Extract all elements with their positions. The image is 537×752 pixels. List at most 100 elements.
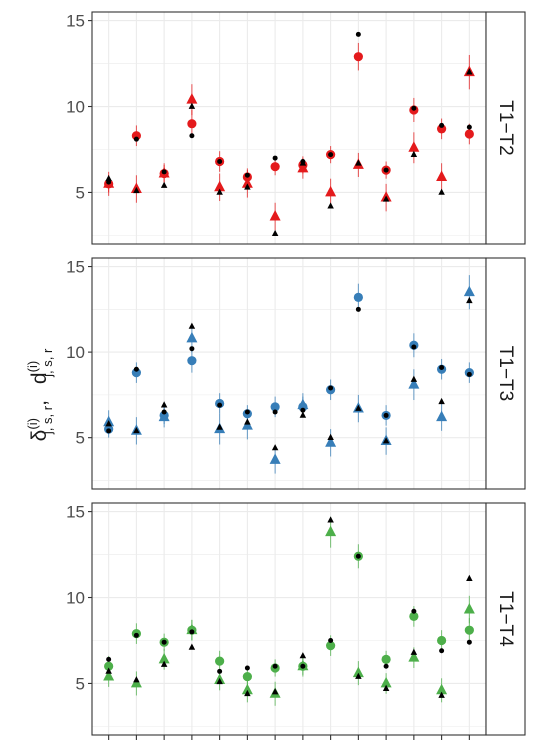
black-circle-point — [383, 167, 389, 173]
black-triangle-point — [216, 188, 223, 195]
colored-circle-point — [437, 124, 447, 134]
panel-background — [92, 12, 486, 244]
y-label-delta: δ — [28, 430, 51, 442]
black-triangle-point — [382, 684, 390, 691]
colored-triangle-point — [186, 331, 198, 343]
black-triangle-point — [382, 195, 390, 202]
black-circle-point — [411, 608, 417, 614]
colored-triangle-point — [436, 170, 448, 181]
colored-circle-point — [437, 635, 447, 646]
points — [103, 31, 475, 237]
facet-strip: T1−T2 — [485, 11, 526, 245]
black-circle-point — [244, 409, 250, 415]
colored-circle-point — [131, 368, 141, 378]
black-triangle-point — [438, 397, 445, 405]
black-circle-point — [217, 402, 223, 408]
black-circle-point — [355, 553, 361, 559]
black-circle-point — [189, 133, 195, 139]
colored-triangle-point — [436, 683, 448, 695]
black-circle-point — [355, 306, 361, 312]
facet-strip-label: T1−T3 — [495, 346, 516, 401]
black-triangle-point — [188, 102, 196, 109]
black-triangle-point — [160, 181, 168, 188]
black-triangle-point — [410, 648, 418, 655]
colored-circle-point — [464, 625, 474, 635]
colored-triangle-point — [463, 603, 475, 614]
black-circle-point — [272, 663, 278, 669]
colored-circle-point — [242, 671, 252, 682]
black-circle-point — [439, 122, 445, 128]
black-circle-point — [217, 668, 223, 674]
black-circle-point — [466, 371, 472, 377]
black-circle-point — [383, 412, 389, 418]
black-circle-point — [133, 366, 139, 372]
black-circle-point — [244, 172, 250, 178]
black-triangle-point — [327, 516, 334, 523]
colored-triangle-point — [325, 185, 337, 197]
black-triangle-point — [410, 375, 418, 382]
black-circle-point — [300, 407, 306, 413]
y-axis: 5 10 15 — [66, 12, 92, 202]
black-triangle-point — [299, 159, 307, 166]
black-triangle-point — [438, 188, 445, 195]
y-label-delta-sup: (i) — [25, 418, 40, 430]
black-circle-point — [328, 152, 334, 158]
black-circle-point — [244, 665, 250, 671]
colored-circle-point — [215, 656, 225, 666]
colored-triangle-point — [408, 141, 420, 152]
y-axis-label: δ(i)j, s, r,d(i)j, s, r — [25, 348, 55, 441]
colored-circle-point — [187, 119, 197, 129]
black-circle-point — [161, 409, 167, 415]
colored-circle-point — [353, 52, 363, 62]
points — [103, 516, 475, 698]
y-label-delta-sub: j, s, r — [40, 405, 55, 435]
black-triangle-point — [105, 174, 112, 182]
y-axis: 5 10 15 — [66, 503, 92, 693]
y-tick-label: 5 — [76, 183, 85, 202]
black-triangle-point — [105, 667, 112, 674]
colored-triangle-point — [103, 670, 115, 681]
points — [103, 285, 475, 464]
black-triangle-point — [244, 418, 251, 425]
colored-triangle-point — [214, 180, 226, 192]
svg-text:δ(i)j, s, r,d(i)j, s, r: δ(i)j, s, r,d(i)j, s, r — [25, 348, 55, 441]
black-circle-point — [217, 159, 223, 165]
black-circle-point — [189, 346, 195, 352]
black-triangle-point — [133, 186, 140, 194]
black-circle-point — [466, 639, 472, 645]
y-label-d-sub: j, s, r — [40, 348, 55, 378]
colored-triangle-point — [269, 209, 281, 221]
x-axis — [108, 735, 470, 740]
panel-background — [92, 258, 486, 489]
colored-circle-point — [326, 641, 336, 651]
colored-triangle-point — [408, 651, 420, 662]
black-circle-point — [106, 428, 112, 434]
facet-strip: T1−T3 — [485, 257, 526, 490]
black-circle-point — [383, 663, 389, 669]
black-triangle-point — [244, 689, 251, 697]
colored-triangle-point — [186, 93, 198, 104]
black-circle-point — [161, 639, 167, 645]
black-triangle-point — [216, 677, 223, 685]
colored-triangle-point — [241, 683, 253, 695]
black-circle-point — [411, 105, 417, 111]
colored-triangle-point — [297, 398, 309, 410]
facet-panels: 5 10 15 T1−T2 5 10 15 T1−T3 5 10 15 T1−T4 — [66, 11, 526, 736]
black-triangle-point — [299, 411, 307, 418]
black-triangle-point — [355, 404, 362, 411]
black-triangle-point — [271, 229, 279, 237]
colored-circle-point — [353, 292, 363, 302]
colored-circle-point — [270, 162, 280, 172]
black-triangle-point — [382, 437, 390, 444]
colored-circle-point — [381, 654, 391, 664]
black-circle-point — [411, 344, 417, 350]
facet-strip-label: T1−T2 — [495, 100, 516, 155]
black-triangle-point — [327, 202, 334, 209]
y-tick-label: 10 — [66, 589, 85, 608]
black-triangle-point — [188, 643, 196, 650]
black-circle-point — [439, 648, 445, 654]
y-tick-label: 5 — [76, 674, 85, 693]
panel-2: 5 10 15 T1−T3 — [66, 257, 526, 490]
black-triangle-point — [271, 444, 279, 451]
